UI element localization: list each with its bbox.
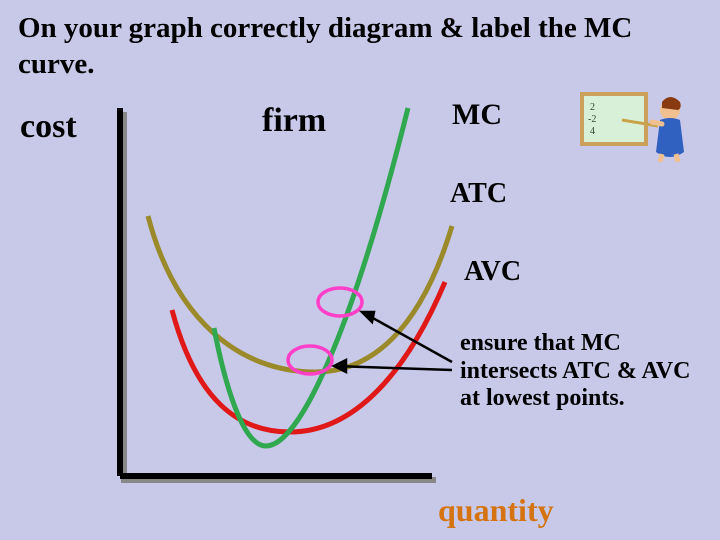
cost-curves-chart bbox=[0, 0, 720, 540]
axis-shadow bbox=[124, 112, 436, 480]
teacher-leg-r bbox=[676, 154, 678, 162]
teacher-leg-l bbox=[660, 154, 662, 162]
avc-curve bbox=[172, 282, 445, 432]
mc-curve bbox=[214, 108, 408, 446]
board-text: 2 bbox=[590, 102, 595, 113]
teacher-arm bbox=[652, 122, 662, 124]
board-text-2: -2 bbox=[588, 114, 596, 125]
teacher-clipart: 2 -2 4 bbox=[580, 92, 690, 162]
teacher-hair bbox=[662, 97, 681, 110]
mc-atc-intersection-marker bbox=[318, 288, 362, 316]
board-text-3: 4 bbox=[590, 126, 595, 137]
